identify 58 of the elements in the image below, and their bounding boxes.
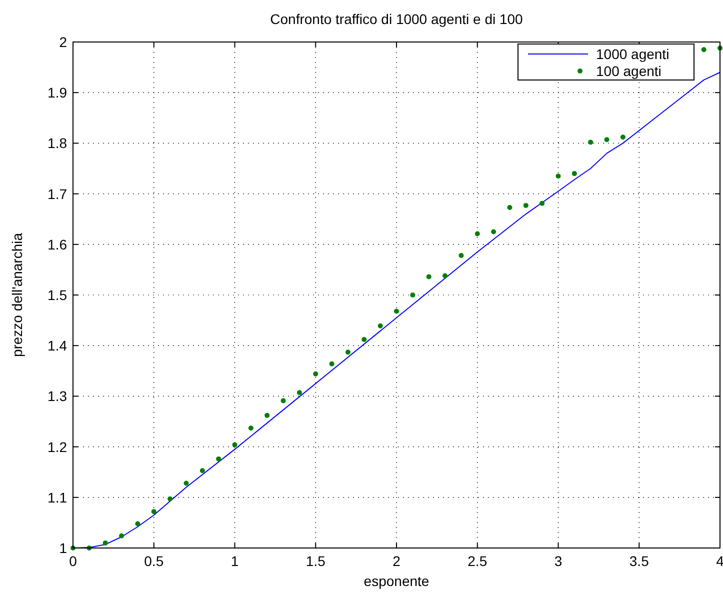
point	[410, 292, 416, 298]
y-tick-label: 1.3	[48, 388, 68, 404]
x-tick-label: 2	[392, 553, 401, 569]
point	[620, 134, 626, 140]
y-tick-label: 1	[59, 540, 68, 556]
point	[280, 398, 286, 404]
point	[588, 140, 594, 145]
point	[184, 480, 189, 486]
y-tick-label: 1.6	[48, 236, 68, 252]
point	[604, 137, 610, 142]
point	[474, 231, 480, 236]
point	[296, 390, 302, 396]
point	[345, 350, 350, 355]
point	[540, 200, 545, 206]
y-tick-label: 1.5	[48, 287, 68, 303]
point	[701, 47, 706, 52]
y-tick-label: 1.2	[48, 438, 68, 455]
y-tick-label: 1.7	[48, 186, 68, 202]
y-axis-title: prezzo dell'anarchia	[9, 232, 25, 358]
point	[248, 426, 254, 431]
point	[329, 361, 334, 366]
point	[168, 496, 173, 502]
point	[556, 174, 561, 179]
point	[102, 540, 108, 546]
point	[507, 204, 512, 210]
y-tick-label: 1.9	[48, 84, 68, 101]
point	[216, 456, 222, 462]
y-tick-label: 1.1	[48, 489, 68, 506]
point	[523, 202, 528, 208]
point	[394, 308, 399, 314]
point	[119, 533, 124, 538]
point	[151, 509, 156, 514]
x-tick-label: 0	[69, 553, 78, 569]
x-tick-label: 2.5	[468, 553, 488, 569]
point	[264, 412, 270, 418]
x-tick-label: 3.5	[629, 553, 650, 569]
y-tick-label: 2	[59, 34, 68, 50]
x-axis-title: esponente	[364, 573, 430, 589]
point	[442, 273, 448, 278]
point	[200, 468, 205, 474]
legend-label: 1000 agenti	[596, 46, 670, 62]
point	[426, 274, 432, 280]
point	[313, 371, 318, 376]
point	[232, 442, 238, 448]
x-tick-label: 0.5	[144, 553, 164, 569]
point	[458, 253, 464, 258]
chart-title: Confronto traffico di 1000 agenti e di 100	[270, 11, 524, 27]
point	[491, 229, 496, 234]
y-tick-label: 1.4	[48, 338, 68, 354]
x-tick-label: 3	[554, 553, 562, 569]
point	[362, 337, 367, 342]
y-tick-label: 1.8	[48, 135, 68, 152]
x-tick-label: 1.5	[306, 553, 326, 569]
point	[378, 323, 383, 328]
point	[572, 171, 577, 176]
x-tick-label: 1	[230, 553, 239, 569]
legend-label: 100 agenti	[596, 63, 662, 79]
point	[135, 521, 140, 526]
